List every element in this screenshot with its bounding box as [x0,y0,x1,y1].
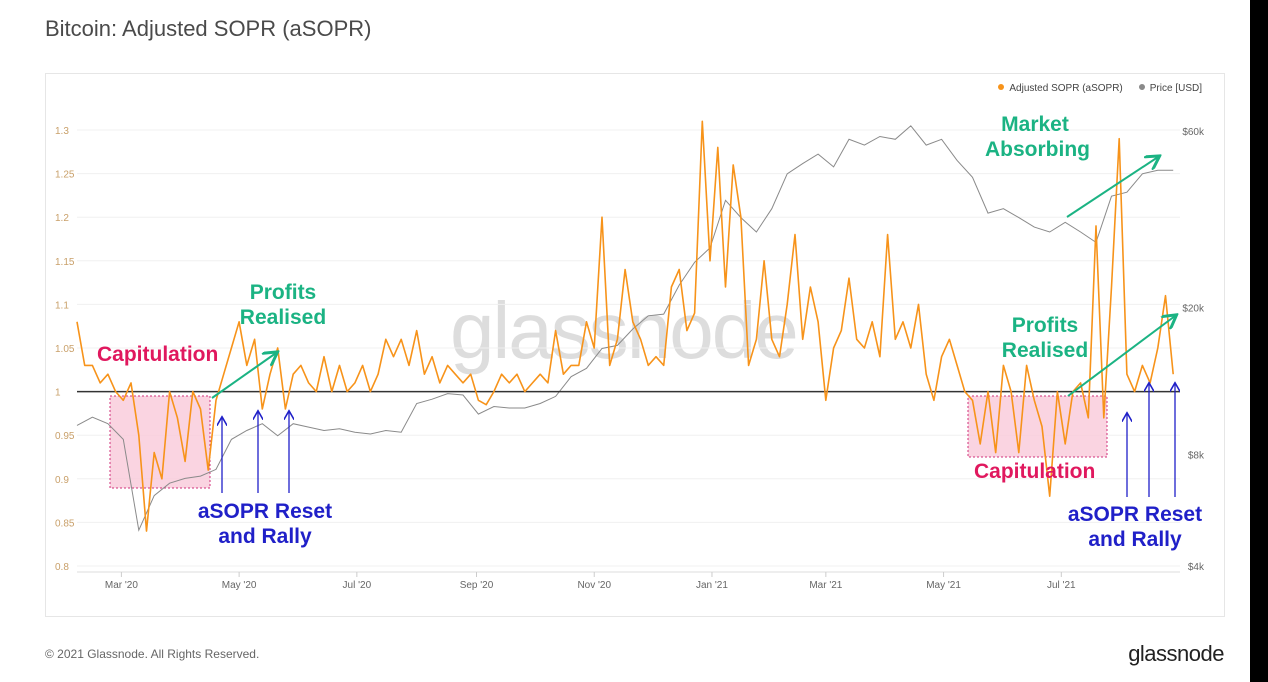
asopr-dot-icon [998,84,1005,90]
chart-legend: Adjusted SOPR (aSOPR) Price [USD] [998,83,1202,94]
price-series-line [76,125,1174,532]
market-absorbing-arrow [1066,157,1158,218]
y-right-tick-label: $4k [1188,562,1205,573]
legend-item-price[interactable]: Price [USD] [1138,83,1202,94]
y-left-tick-label: 1.15 [55,257,75,268]
x-tick-label: Jan '21 [696,580,728,591]
x-tick-label: Nov '20 [577,580,611,591]
chart-panel [45,73,1225,617]
y-left-tick-label: 1.1 [55,300,69,311]
x-tick-label: Mar '21 [809,580,842,591]
y-left-tick-label: 0.9 [55,475,69,486]
y-right-tick-label: $8k [1188,451,1205,462]
profits-arrow-2 [1067,316,1175,397]
annotation-reset-rally-2: aSOPR Reset and Rally [1067,503,1203,551]
y-left-tick-label: 1.2 [55,213,69,224]
chart-title: Bitcoin: Adjusted SOPR (aSOPR) [45,16,372,41]
price-dot-icon [1138,84,1145,90]
y-left-tick-label: 1 [55,388,61,399]
annotation-reset-rally-1: aSOPR Reset and Rally [197,500,333,548]
annotation-profits-realised-2: Profits Realised [1001,314,1089,362]
y-left-tick-label: 1.3 [55,126,69,137]
x-tick-label: May '21 [926,580,961,591]
legend-label: Price [USD] [1149,83,1202,94]
brand-logo: glassnode [1128,641,1224,666]
capitulation-zone-2 [967,395,1108,458]
annotation-profits-realised-1: Profits Realised [239,281,327,329]
y-left-tick-label: 1.05 [55,344,75,355]
x-tick-label: Jul '21 [1047,580,1076,591]
legend-item-asopr[interactable]: Adjusted SOPR (aSOPR) [998,83,1123,94]
window-edge [1250,0,1268,682]
y-right-tick-label: $60k [1182,127,1205,138]
x-tick-label: Jul '20 [343,580,372,591]
legend-label: Adjusted SOPR (aSOPR) [1009,83,1123,94]
annotation-capitulation-2: Capitulation [974,460,1096,483]
copyright: © 2021 Glassnode. All Rights Reserved. [45,647,260,661]
y-left-tick-label: 0.85 [55,518,75,529]
y-left-tick-label: 1.25 [55,170,75,181]
x-tick-label: May '20 [222,580,257,591]
annotation-market-absorbing: Market Absorbing [985,113,1090,161]
y-left-tick-label: 0.8 [55,562,69,573]
x-tick-label: Mar '20 [105,580,138,591]
watermark: glassnode [450,286,799,375]
profits-arrow-1 [211,353,276,399]
y-left-tick-label: 0.95 [55,431,75,442]
y-right-tick-label: $20k [1182,304,1205,315]
x-tick-label: Sep '20 [460,580,494,591]
annotation-capitulation-1: Capitulation [97,343,219,366]
